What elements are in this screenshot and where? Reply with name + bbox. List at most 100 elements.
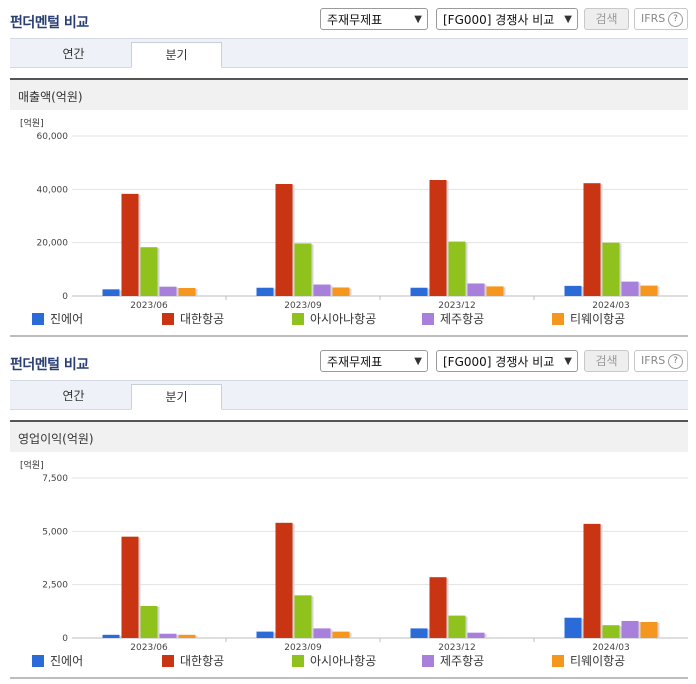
bar[interactable] xyxy=(429,577,447,638)
tab-quarterly[interactable]: 분기 xyxy=(131,384,222,410)
bar[interactable] xyxy=(583,523,601,638)
bar[interactable] xyxy=(275,522,293,638)
divider xyxy=(10,677,688,679)
compare-select[interactable]: [FG000] 경쟁사 비교 ▼ xyxy=(436,8,578,30)
legend-item[interactable]: 티웨이항공 xyxy=(552,654,625,668)
legend-item[interactable]: 아시아나항공 xyxy=(292,654,376,668)
legend-label: 진에어 xyxy=(50,654,84,668)
y-tick-label: 7,500 xyxy=(42,474,68,484)
statement-select[interactable]: 주재무제표 ▼ xyxy=(320,8,428,30)
legend-swatch xyxy=(32,313,44,325)
legend-item[interactable]: 진에어 xyxy=(32,654,83,668)
bar[interactable] xyxy=(621,620,639,638)
tab-annual[interactable]: 연간 xyxy=(62,389,85,403)
chevron-down-icon: ▼ xyxy=(564,14,572,25)
bar[interactable] xyxy=(313,284,331,296)
statement-select[interactable]: 주재무제표 ▼ xyxy=(320,350,428,372)
legend-item[interactable]: 아시아나항공 xyxy=(292,312,376,326)
section-title: 매출액(억원) xyxy=(18,90,83,104)
bar[interactable] xyxy=(159,286,177,296)
legend-swatch xyxy=(292,655,304,667)
bar[interactable] xyxy=(448,241,466,296)
bar[interactable] xyxy=(602,625,620,638)
bar[interactable] xyxy=(256,287,274,296)
x-tick-label: 2023/09 xyxy=(284,643,322,650)
legend-label: 대한항공 xyxy=(180,654,225,668)
bar[interactable] xyxy=(140,247,158,296)
y-unit-label: [억원] xyxy=(20,459,44,471)
chevron-down-icon: ▼ xyxy=(414,14,422,25)
bar[interactable] xyxy=(313,628,331,638)
bar[interactable] xyxy=(332,631,350,638)
legend-item[interactable]: 티웨이항공 xyxy=(552,312,625,326)
search-button[interactable]: 검색 xyxy=(584,8,629,30)
bar[interactable] xyxy=(467,283,485,296)
ifrs-button[interactable]: IFRS ? xyxy=(634,8,688,30)
bar[interactable] xyxy=(448,615,466,638)
x-tick-label: 2024/03 xyxy=(592,643,629,650)
bar[interactable] xyxy=(294,595,312,638)
fundamental-panel-operating-profit: 펀더멘털 비교 주재무제표 ▼ [FG000] 경쟁사 비교 ▼ 검색 IFRS… xyxy=(0,342,696,684)
x-tick-label: 2023/12 xyxy=(438,643,475,650)
legend-swatch xyxy=(552,313,564,325)
tab-quarterly[interactable]: 분기 xyxy=(131,42,222,68)
bar[interactable] xyxy=(102,289,120,296)
bar[interactable] xyxy=(178,634,196,638)
y-tick-label: 40,000 xyxy=(37,185,69,195)
bar[interactable] xyxy=(121,536,139,638)
legend-item[interactable]: 제주항공 xyxy=(422,654,484,668)
bar[interactable] xyxy=(486,286,504,296)
y-tick-label: 5,000 xyxy=(42,527,68,537)
bar[interactable] xyxy=(467,632,485,638)
legend-item[interactable]: 대한항공 xyxy=(162,654,224,668)
legend-swatch xyxy=(422,313,434,325)
bar[interactable] xyxy=(256,631,274,638)
bar[interactable] xyxy=(178,288,196,296)
legend-label: 티웨이항공 xyxy=(570,312,626,326)
tab-annual[interactable]: 연간 xyxy=(62,47,85,61)
legend-label: 티웨이항공 xyxy=(570,654,626,668)
legend-item[interactable]: 진에어 xyxy=(32,312,83,326)
bar[interactable] xyxy=(602,242,620,296)
bar[interactable] xyxy=(275,184,293,296)
help-icon[interactable]: ? xyxy=(668,12,683,27)
operating-profit-bar-chart: [억원] 0 2,500 5,000 7,500 2023/06 2023/09 2023/1… xyxy=(20,459,688,650)
bar[interactable] xyxy=(121,193,139,296)
bar[interactable] xyxy=(564,617,582,638)
x-tick-label: 2023/06 xyxy=(130,643,168,650)
search-button[interactable]: 검색 xyxy=(584,350,629,372)
bar[interactable] xyxy=(332,287,350,296)
legend-swatch xyxy=(292,313,304,325)
bar[interactable] xyxy=(621,281,639,296)
bar[interactable] xyxy=(159,633,177,638)
bar[interactable] xyxy=(583,183,601,296)
fundamental-panel-revenue: 펀더멘털 비교 주재무제표 ▼ [FG000] 경쟁사 비교 ▼ 검색 IFRS… xyxy=(0,0,696,337)
bar[interactable] xyxy=(102,634,120,638)
section-header: 매출액(억원) xyxy=(10,78,688,110)
legend-label: 제주항공 xyxy=(440,654,485,668)
bar[interactable] xyxy=(410,628,428,638)
bar[interactable] xyxy=(410,287,428,296)
compare-select-value: [FG000] 경쟁사 비교 xyxy=(443,13,555,27)
legend-item[interactable]: 제주항공 xyxy=(422,312,484,326)
revenue-bar-chart: [억원] 0 20,000 40,000 60,000 2023/06 2023/09 202… xyxy=(20,117,688,308)
bar[interactable] xyxy=(140,606,158,638)
chevron-down-icon: ▼ xyxy=(564,356,572,367)
legend-swatch xyxy=(32,655,44,667)
bar[interactable] xyxy=(640,622,658,638)
panel-header: 펀더멘털 비교 주재무제표 ▼ [FG000] 경쟁사 비교 ▼ 검색 IFRS… xyxy=(0,342,696,378)
compare-select[interactable]: [FG000] 경쟁사 비교 ▼ xyxy=(436,350,578,372)
bar[interactable] xyxy=(640,285,658,296)
legend-label: 진에어 xyxy=(50,312,84,326)
bar[interactable] xyxy=(564,285,582,296)
legend-item[interactable]: 대한항공 xyxy=(162,312,224,326)
ifrs-button[interactable]: IFRS ? xyxy=(634,350,688,372)
bar[interactable] xyxy=(429,180,447,296)
bar[interactable] xyxy=(294,243,312,296)
statement-select-value: 주재무제표 xyxy=(327,355,383,369)
divider xyxy=(10,335,688,337)
panel-header: 펀더멘털 비교 주재무제표 ▼ [FG000] 경쟁사 비교 ▼ 검색 IFRS… xyxy=(0,0,696,36)
legend-swatch xyxy=(422,655,434,667)
help-icon[interactable]: ? xyxy=(668,354,683,369)
ifrs-label: IFRS xyxy=(641,354,666,367)
